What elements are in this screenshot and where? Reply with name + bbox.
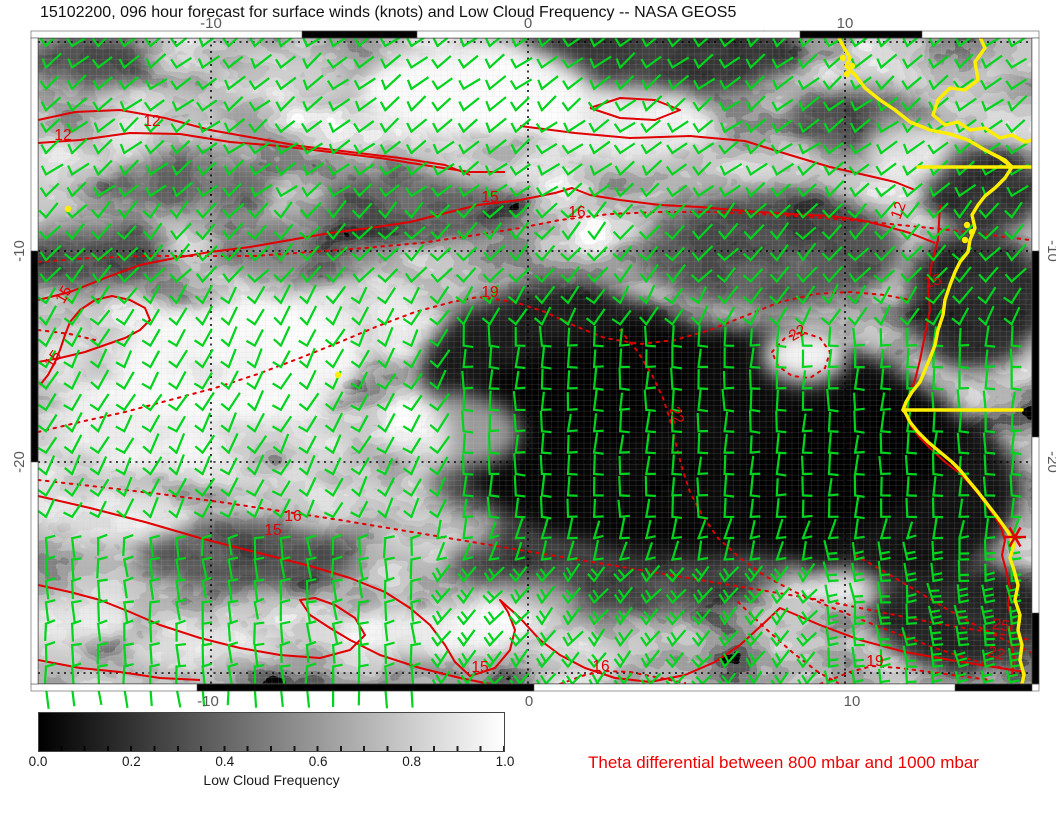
- x-tick-label: 0: [524, 15, 532, 32]
- contour-label: 15: [52, 283, 75, 306]
- contour-label: 25: [991, 616, 1011, 636]
- contour-label: 15: [471, 659, 488, 676]
- cloud-frequency-colorbar: [38, 712, 505, 752]
- colorbar-tick-labels: 0.0 0.2 0.4 0.6 0.8 1.0: [29, 754, 515, 770]
- colorbar-tick-label: 1.0: [495, 754, 515, 769]
- x-tick-label: -10: [197, 693, 219, 710]
- x-tick-label: 10: [837, 15, 854, 32]
- x-tick-label: 0: [525, 693, 533, 710]
- contour-label: 16: [568, 204, 585, 221]
- theta-differential-note: Theta differential between 800 mbar and …: [588, 753, 979, 772]
- colorbar-block: 0.0 0.2 0.4 0.6 0.8 1.0 Low Cloud Frequency: [29, 712, 515, 788]
- contour-label: 22: [986, 643, 1007, 664]
- colorbar-tick-label: 0.8: [402, 754, 421, 769]
- contour-label: 12: [888, 199, 910, 221]
- contour-label: 22: [665, 404, 687, 426]
- page-title: 15102200, 096 hour forecast for surface …: [40, 4, 737, 21]
- contour-label: 16: [284, 508, 301, 525]
- coastline: [64, 38, 1032, 684]
- contour-label: 15: [481, 189, 498, 206]
- contour-label: 22: [786, 321, 809, 344]
- map-frame: [30, 30, 1040, 692]
- contour-label: 16: [592, 658, 609, 675]
- contour-label: 12: [143, 113, 160, 130]
- station-asterisk: [1004, 526, 1026, 548]
- contour-label: 19: [481, 284, 498, 301]
- colorbar-tick-label: 0.4: [215, 754, 235, 769]
- contour-label: 19: [866, 653, 883, 670]
- x-tick-label: -10: [200, 15, 222, 32]
- x-tick-label: 10: [844, 693, 861, 710]
- y-tick-label: -20: [11, 451, 28, 473]
- colorbar-tick-label: 0.0: [28, 754, 48, 769]
- y-tick-label: -20: [1044, 451, 1056, 473]
- contour-label: 15: [41, 347, 65, 371]
- colorbar-tick-label: 0.6: [308, 754, 328, 769]
- colorbar-title: Low Cloud Frequency: [203, 772, 340, 788]
- y-tick-label: -10: [1044, 240, 1056, 262]
- contour-label: 15: [922, 271, 943, 292]
- contour-label: 15: [264, 522, 281, 539]
- colorbar-tick-label: 0.2: [122, 754, 141, 769]
- y-tick-label: -10: [11, 240, 28, 262]
- axis-tick-labels: -10 0 10 -10 0 10 -10 -20 -10 -20: [11, 15, 1056, 710]
- wind-barbs: [37, 30, 1030, 710]
- contour-label: 12: [54, 127, 71, 144]
